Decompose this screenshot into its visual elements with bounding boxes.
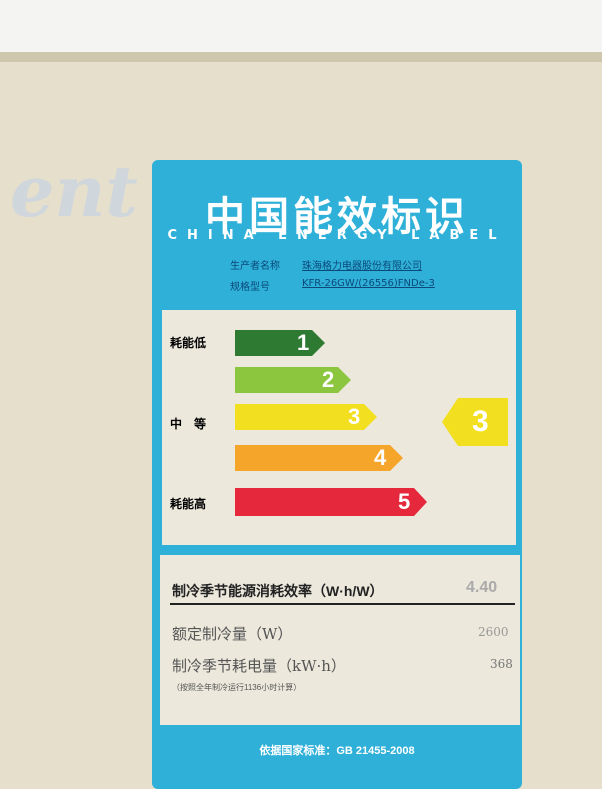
photo: ent 中国能效标识 CHINA ENERGY LABEL 生产者名称 珠海格力…: [0, 0, 602, 789]
energy-label: 中国能效标识 CHINA ENERGY LABEL 生产者名称 珠海格力电器股份…: [152, 160, 522, 789]
brand-fragment: ent: [10, 150, 138, 233]
manufacturer-label: 生产者名称: [230, 257, 280, 272]
grade: 1: [297, 330, 309, 356]
capacity-label: 额定制冷量（W）: [172, 623, 292, 644]
wall: [0, 0, 602, 52]
manufacturer: 珠海格力电器股份有限公司: [302, 257, 422, 272]
grade-arrows: [162, 310, 516, 545]
model-label: 规格型号: [230, 278, 270, 293]
grade: 5: [398, 489, 410, 515]
consumption: 368: [490, 657, 513, 671]
grade: 3: [348, 404, 360, 430]
edge: [0, 52, 602, 62]
mid-label: 中 等: [170, 415, 206, 432]
grade: 4: [374, 445, 386, 471]
note: （按照全年制冷运行1136小时计算）: [172, 682, 301, 693]
rating: 3: [472, 405, 489, 439]
efficiency: 4.40: [466, 579, 497, 597]
model: KFR-26GW/(26556)FNDe-3: [302, 278, 435, 289]
spec-panel: 制冷季节能源消耗效率（W·h/W） 4.40 额定制冷量（W） 2600 制冷季…: [160, 555, 520, 725]
consumption-label: 制冷季节耗电量（kW·h）: [172, 655, 346, 676]
grade: 2: [322, 367, 334, 393]
divider: [170, 603, 515, 605]
label-subtitle: CHINA ENERGY LABEL: [152, 228, 522, 243]
low-label: 耗能低: [170, 334, 206, 351]
high-label: 耗能高: [170, 495, 206, 512]
arrow-1: [235, 330, 325, 356]
efficiency-label: 制冷季节能源消耗效率（W·h/W）: [172, 581, 384, 601]
standard: 依据国家标准：GB 21455-2008: [152, 742, 522, 758]
capacity: 2600: [478, 625, 509, 639]
grade-panel: 耗能低 中 等 耗能高 1 2 3 4 5 3: [162, 310, 516, 545]
